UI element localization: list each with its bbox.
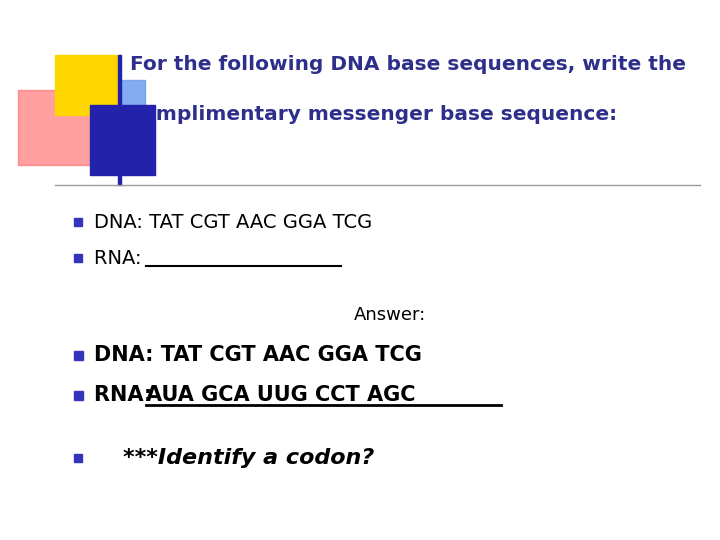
- Bar: [73, 350, 83, 360]
- Bar: [90, 80, 145, 115]
- Text: Answer:: Answer:: [354, 306, 426, 324]
- Text: ***Identify a codon?: ***Identify a codon?: [123, 448, 374, 468]
- Bar: [18, 90, 93, 165]
- Text: AUA GCA UUG CCT AGC: AUA GCA UUG CCT AGC: [146, 385, 415, 405]
- Bar: [90, 105, 155, 175]
- Bar: [73, 390, 83, 400]
- Bar: [118, 55, 121, 185]
- Bar: [74, 454, 82, 462]
- Text: RNA:: RNA:: [94, 248, 148, 267]
- Bar: [55, 55, 120, 115]
- Text: complimentary messenger base sequence:: complimentary messenger base sequence:: [130, 105, 617, 125]
- Bar: [74, 218, 82, 226]
- Bar: [74, 254, 82, 262]
- Text: For the following DNA base sequences, write the: For the following DNA base sequences, wr…: [130, 56, 686, 75]
- Text: DNA: TAT CGT AAC GGA TCG: DNA: TAT CGT AAC GGA TCG: [94, 213, 372, 232]
- Text: RNA:: RNA:: [94, 385, 160, 405]
- Text: DNA: TAT CGT AAC GGA TCG: DNA: TAT CGT AAC GGA TCG: [94, 345, 422, 365]
